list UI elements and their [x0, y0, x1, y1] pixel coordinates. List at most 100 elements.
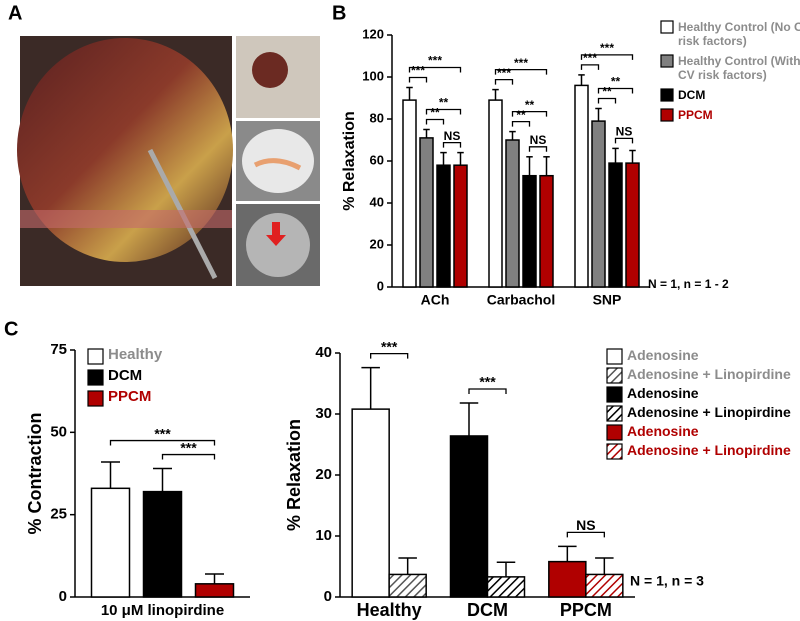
bar [625, 162, 640, 288]
panel-a-photos [17, 36, 320, 286]
legend-swatch [606, 405, 623, 422]
legend-label: DCM [678, 88, 706, 102]
significance-bracket [511, 110, 548, 117]
significance-bracket [425, 108, 462, 115]
bar [453, 164, 468, 288]
legend-label: Adenosine + Linopirdine [627, 367, 791, 382]
legend-label: Healthy Control (No CV risk factors) [678, 20, 800, 48]
significance-label: NS [530, 133, 547, 147]
legend-item: DCM [678, 88, 706, 102]
legend-swatch [606, 443, 623, 460]
significance-label: *** [180, 439, 197, 455]
significance-bracket [614, 137, 634, 144]
legend-item: Adenosine [627, 348, 699, 363]
significance-label: *** [514, 56, 528, 70]
legend-item: Healthy Control (With CV risk factors) [678, 54, 800, 82]
y-tick-label: 10 [315, 527, 332, 544]
legend-item: Adenosine + Linopirdine [627, 443, 791, 457]
legend-label: Adenosine [627, 386, 699, 401]
bar [548, 560, 587, 598]
panel-label: A [8, 2, 22, 24]
significance-bracket [468, 388, 507, 395]
panel-label: C [4, 318, 18, 340]
legend-swatch [87, 369, 104, 386]
legend-label: Adenosine + Linopirdine [627, 405, 791, 420]
legend-swatch [606, 367, 623, 384]
x-tick-label: SNP [593, 292, 622, 308]
legend-swatch [87, 390, 104, 407]
bath [246, 213, 310, 277]
bar [608, 162, 623, 288]
bar [522, 174, 537, 288]
note: N = 1, n = 3 [630, 573, 704, 589]
y-tick-label: 100 [362, 68, 384, 83]
y-tick-label: 25 [50, 506, 67, 523]
significance-label: *** [381, 338, 398, 354]
y-axis-label: % Contraction [25, 412, 45, 534]
significance-label: NS [444, 129, 461, 143]
y-tick-label: 40 [315, 344, 332, 361]
significance-bracket [566, 531, 605, 538]
legend-item: Adenosine [627, 424, 699, 439]
heart [17, 38, 233, 262]
bar [574, 84, 589, 288]
legend-label: Healthy [108, 348, 163, 363]
significance-bracket [408, 76, 428, 83]
bar [486, 576, 526, 598]
legend-swatch [660, 108, 674, 122]
bar [351, 408, 390, 598]
legend-item: PPCM [678, 108, 713, 122]
legend-item: Adenosine + Linopirdine [627, 405, 791, 420]
y-tick-label: 60 [370, 152, 384, 167]
significance-bracket [580, 64, 600, 70]
significance-label: *** [583, 51, 597, 65]
legend-item: Adenosine [627, 386, 699, 401]
y-tick-label: 30 [315, 405, 332, 422]
legend-item: DCM [108, 369, 143, 384]
tissue [253, 158, 302, 171]
bar [419, 137, 434, 288]
significance-label: *** [428, 54, 442, 68]
significance-label: ** [439, 96, 449, 110]
significance-label: *** [600, 41, 614, 55]
y-tick-label: 20 [315, 466, 332, 483]
legend-item: PPCM [108, 390, 152, 405]
significance-bracket [408, 66, 462, 73]
significance-bracket [528, 146, 548, 152]
y-tick-label: 0 [59, 588, 67, 605]
bar [436, 164, 451, 288]
legend-label: PPCM [108, 390, 152, 405]
legend-swatch [606, 386, 623, 403]
legend-item: Adenosine + Linopirdine [627, 367, 791, 382]
legend-swatch [606, 348, 623, 365]
bar [505, 139, 520, 288]
significance-bracket [494, 78, 514, 85]
legend-label: Adenosine [627, 348, 699, 363]
arrow [266, 222, 286, 246]
bar [402, 99, 417, 288]
bar [449, 435, 489, 598]
significance-bracket [494, 68, 548, 75]
legend-label: DCM [108, 369, 143, 384]
y-axis-label: % Relaxation [284, 419, 304, 531]
bar [142, 490, 183, 598]
legend-label: Adenosine [627, 424, 699, 439]
legend-label: Healthy Control (With CV risk factors) [678, 54, 800, 82]
significance-label: *** [497, 66, 511, 80]
x-tick-label: Carbachol [487, 292, 555, 308]
bar [90, 487, 131, 598]
significance-label: ** [602, 85, 612, 99]
bar [539, 174, 554, 288]
bar [591, 120, 606, 288]
sample [252, 52, 288, 88]
significance-label: *** [479, 374, 496, 390]
y-tick-label: 75 [50, 341, 67, 358]
bar [585, 573, 624, 598]
y-tick-label: 0 [377, 278, 384, 293]
bar [194, 583, 235, 598]
y-tick-label: 120 [362, 26, 384, 41]
significance-label: *** [411, 64, 425, 78]
significance-bracket [580, 54, 634, 60]
significance-bracket [597, 87, 634, 94]
